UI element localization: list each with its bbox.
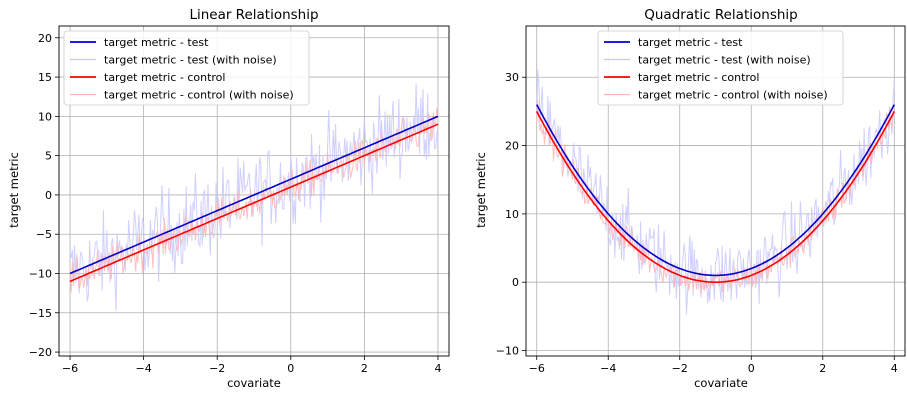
x-tick-label: 0 [287,362,294,375]
x-axis-label: covariate [694,376,748,390]
series-line [535,111,896,284]
x-tick-label: −4 [136,362,152,375]
legend-label: target metric - test [104,36,209,49]
series-line [69,115,439,275]
chart-quadratic: Quadratic Relationship −6 −4 −2 0 2 4 −10 0 10 20… [474,7,906,390]
x-tick-label: −2 [209,362,225,375]
y-tick-label: −10 [496,345,519,358]
y-axis-label: target metric [474,152,488,228]
series-noise-line [69,83,439,311]
chart-title: Linear Relationship [189,7,318,23]
y-tick-label: 10 [38,110,52,123]
noise-layer [69,83,439,311]
x-axis-label: covariate [227,376,281,390]
y-tick-label: 10 [505,208,519,221]
x-tick-label: −6 [62,362,78,375]
y-tick-label: −10 [29,268,52,281]
legend-label: target metric - control [638,71,759,84]
y-tick-label: 20 [38,32,52,45]
legend-label: target metric - test (with noise) [638,54,811,67]
y-tick-label: 15 [38,71,52,84]
x-tick-label: 4 [434,362,441,375]
series-noise-line [536,69,895,315]
legend-label: target metric - test (with noise) [104,54,277,67]
y-tick-label: 0 [45,189,52,202]
x-tick-label: 0 [748,362,755,375]
legend-box [63,30,310,106]
line-layer [69,115,439,283]
y-tick-label: 0 [512,276,519,289]
series-noise-line [69,108,439,293]
y-tick-label: −15 [29,307,52,320]
x-tick-label: −6 [529,362,545,375]
y-tick-label: −5 [36,228,52,241]
y-tick-label: 30 [505,71,519,84]
series-line [535,104,896,277]
x-tick-label: −2 [672,362,688,375]
x-tick-label: 2 [819,362,826,375]
series-noise-line [536,99,895,295]
legend: target metric - test target metric - test… [63,30,310,106]
legend-label: target metric - control (with noise) [104,89,294,102]
series-line [69,123,439,283]
ticks: −6 −4 −2 0 2 4 −10 0 10 20 30 [496,71,898,375]
line-layer [535,104,896,284]
x-tick-label: 4 [891,362,898,375]
y-tick-label: −20 [29,346,52,359]
chart-linear: Linear Relationship −6 −4 −2 0 2 4−20−15−10−5… [7,7,450,390]
noise-layer [536,69,895,315]
legend: target metric - test target metric - test… [597,30,844,106]
legend-box [597,30,844,106]
plot-frame [58,25,450,357]
x-tick-label: 2 [361,362,368,375]
legend-label: target metric - test [638,36,743,49]
y-tick-label: 5 [45,150,52,163]
chart-title: Quadratic Relationship [644,7,797,23]
legend-label: target metric - control [104,71,225,84]
x-tick-label: −4 [600,362,616,375]
legend-label: target metric - control (with noise) [638,89,828,102]
y-tick-label: 20 [505,140,519,153]
y-axis-label: target metric [7,152,21,228]
plot-frame [525,25,906,357]
